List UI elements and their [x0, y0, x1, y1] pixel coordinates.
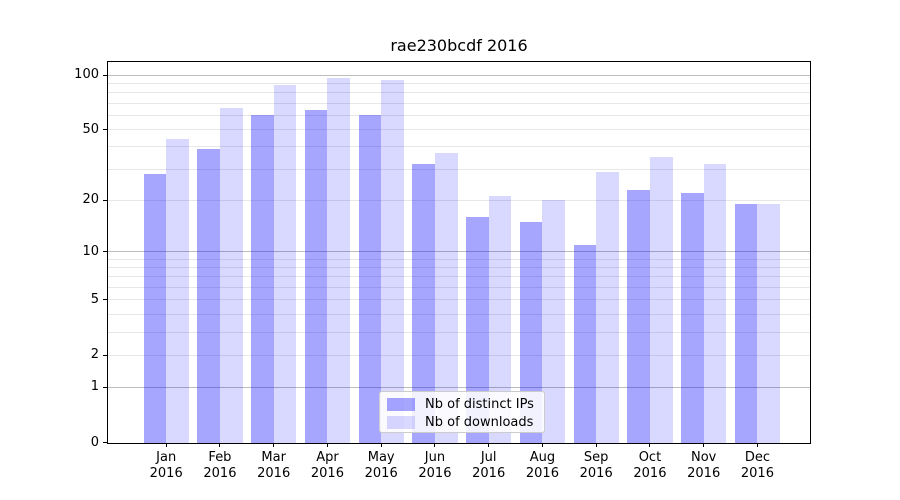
gridline-minor [108, 331, 810, 333]
x-tick-mark [595, 443, 597, 447]
y-tick-label: 100 [74, 67, 99, 83]
bar-downloads [542, 200, 566, 443]
bar-downloads [649, 157, 673, 443]
gridline-major [108, 251, 810, 253]
gridline-minor [108, 92, 810, 94]
y-tick-mark [103, 74, 107, 76]
y-tick-label: 20 [82, 192, 99, 208]
bar-downloads [273, 85, 297, 443]
x-tick-label: Jan 2016 [149, 450, 183, 481]
bar-distinct-ips [519, 221, 543, 443]
bar-downloads [327, 78, 351, 443]
y-tick-label: 50 [82, 121, 99, 137]
x-tick-mark [165, 443, 167, 447]
gridline-minor [108, 267, 810, 269]
gridline-major [108, 74, 810, 76]
bar-downloads [488, 196, 512, 443]
y-tick-mark [103, 129, 107, 131]
bar-distinct-ips [734, 204, 758, 443]
bar-downloads [219, 107, 243, 443]
gridline-minor [108, 287, 810, 289]
x-tick-label: Sep 2016 [579, 450, 613, 481]
x-tick-mark [273, 443, 275, 447]
gridline-minor [108, 276, 810, 278]
bar-distinct-ips [143, 174, 167, 443]
bar-distinct-ips [304, 110, 328, 443]
y-tick-mark [103, 199, 107, 201]
legend-label-downloads: Nb of downloads [425, 415, 534, 430]
bar-downloads [434, 152, 458, 443]
bar-downloads [596, 171, 619, 443]
bar-distinct-ips [197, 148, 220, 443]
y-tick-mark [103, 299, 107, 301]
gridline-minor [108, 146, 810, 148]
bar-distinct-ips [466, 216, 489, 443]
bar-downloads [166, 139, 189, 443]
gridline-minor [108, 199, 810, 201]
x-tick-mark [756, 443, 758, 447]
gridline-minor [108, 313, 810, 315]
x-tick-label: Nov 2016 [687, 450, 721, 481]
legend-label-distinct-ips: Nb of distinct IPs [425, 397, 534, 412]
x-tick-label: Apr 2016 [310, 450, 344, 481]
y-tick-label: 0 [90, 434, 99, 450]
y-tick-mark [103, 251, 107, 253]
gridline-minor [108, 129, 810, 131]
y-tick-label: 1 [90, 379, 99, 395]
bar-distinct-ips [681, 192, 704, 443]
gridline-minor [108, 354, 810, 356]
x-tick-label: Aug 2016 [525, 450, 559, 481]
bar-downloads [703, 164, 727, 443]
chart-title: rae230bcdf 2016 [390, 36, 528, 55]
plot-area [108, 62, 810, 443]
legend-swatch-distinct-ips [387, 398, 415, 411]
x-tick-mark [649, 443, 651, 447]
y-tick-mark [103, 442, 107, 443]
legend-item-downloads: Nb of downloads [380, 414, 544, 431]
x-tick-mark [488, 443, 490, 447]
x-tick-label: Feb 2016 [203, 450, 237, 481]
x-tick-label: Jul 2016 [472, 450, 506, 481]
bar-distinct-ips [251, 115, 274, 443]
x-tick-label: Jun 2016 [418, 450, 452, 481]
legend: Nb of distinct IPs Nb of downloads [379, 391, 545, 433]
bar-distinct-ips [358, 115, 382, 443]
y-tick-label: 5 [90, 291, 99, 307]
y-tick-mark [103, 386, 107, 388]
bar-distinct-ips [573, 244, 597, 443]
x-tick-mark [434, 443, 436, 447]
x-tick-label: Mar 2016 [257, 450, 291, 481]
y-tick-label: 2 [90, 347, 99, 363]
x-tick-mark [326, 443, 328, 447]
plot-border [107, 61, 811, 444]
legend-swatch-downloads [387, 416, 415, 429]
x-tick-mark [380, 443, 382, 447]
y-tick-mark [103, 354, 107, 356]
gridline-minor [108, 168, 810, 170]
bar-downloads [757, 204, 781, 443]
x-tick-label: May 2016 [364, 450, 398, 481]
bar-downloads [381, 80, 404, 443]
bar-distinct-ips [627, 189, 650, 443]
y-tick-label: 10 [82, 243, 99, 259]
gridline-minor [108, 114, 810, 116]
legend-item-distinct-ips: Nb of distinct IPs [380, 396, 544, 413]
x-tick-mark [703, 443, 705, 447]
gridline-minor [108, 258, 810, 260]
x-tick-mark [541, 443, 543, 447]
gridline-minor [108, 82, 810, 84]
x-tick-label: Dec 2016 [740, 450, 774, 481]
bar-distinct-ips [412, 164, 435, 443]
x-tick-label: Oct 2016 [633, 450, 667, 481]
gridline-minor [108, 102, 810, 104]
gridline-minor [108, 299, 810, 301]
gridline-major [108, 386, 810, 388]
x-tick-mark [219, 443, 221, 447]
